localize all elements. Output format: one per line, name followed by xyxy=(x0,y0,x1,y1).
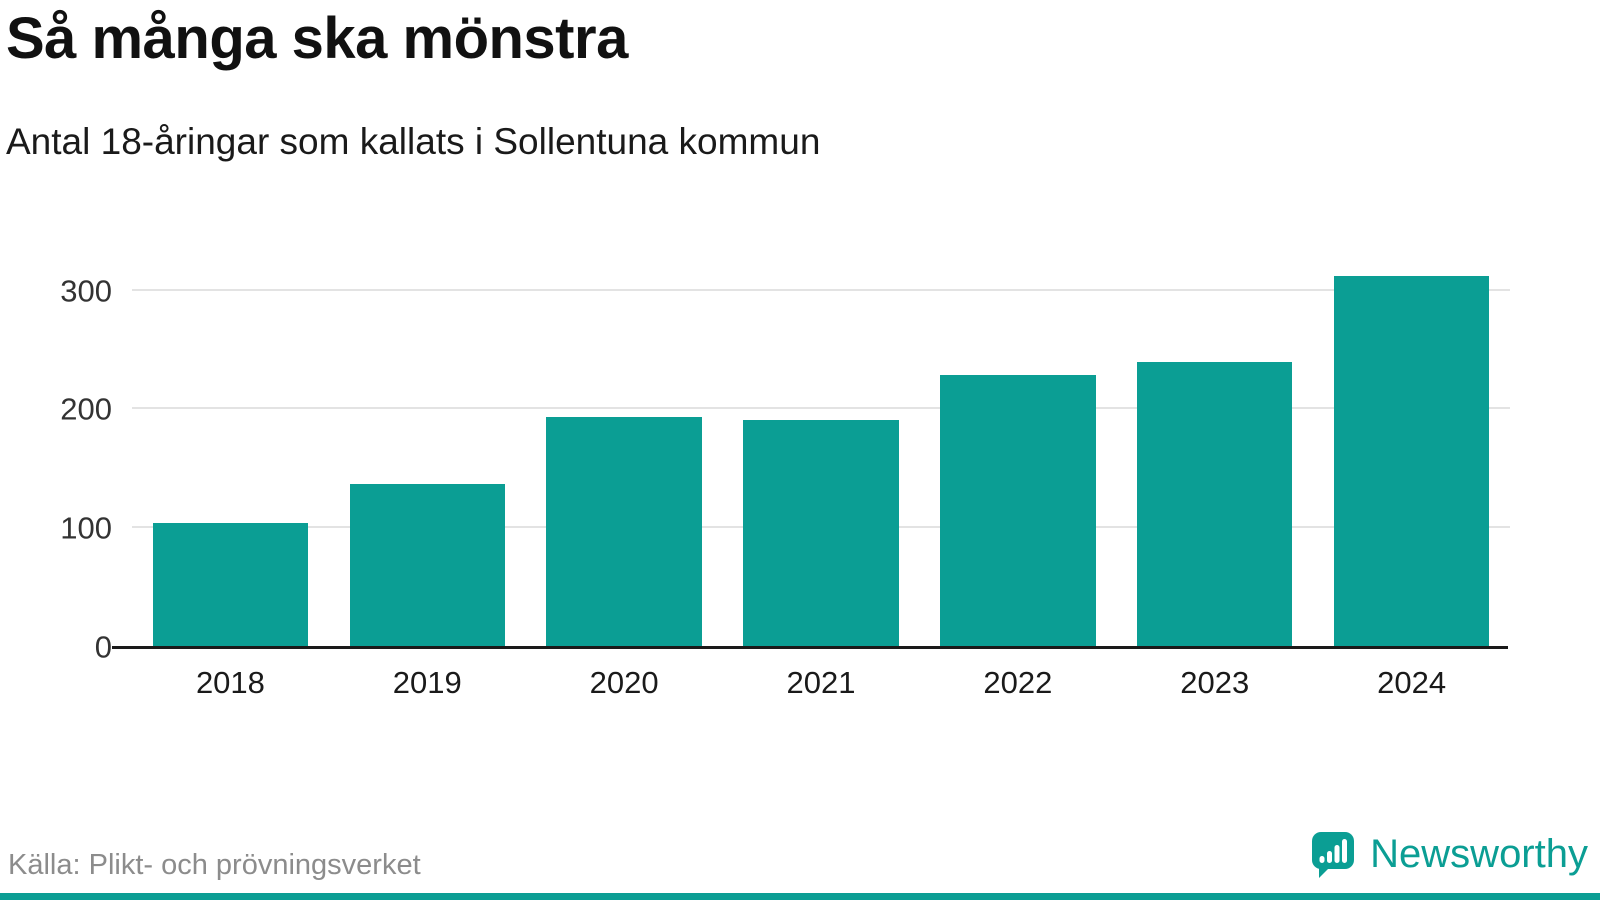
gridline-200 xyxy=(132,407,1510,410)
newsworthy-logo-icon xyxy=(1312,832,1355,878)
bar-chart: 0 100 200 300 xyxy=(0,255,1600,663)
bars-container xyxy=(132,255,1510,647)
x-tick-label-2023: 2023 xyxy=(1180,665,1250,700)
bar-slot-2023 xyxy=(1116,255,1313,647)
x-tick-label-2018: 2018 xyxy=(195,665,265,700)
source-note: Källa: Plikt- och prövningsverket xyxy=(8,849,421,881)
y-tick-label-100: 100 xyxy=(60,510,112,546)
x-tick-label-2024: 2024 xyxy=(1377,665,1447,700)
bar-2019 xyxy=(349,484,506,647)
gridline-300 xyxy=(132,288,1510,291)
bottom-accent-stripe xyxy=(0,893,1600,900)
y-tick-label-200: 200 xyxy=(60,391,112,427)
bar-2024 xyxy=(1333,276,1490,647)
chart-subtitle: Antal 18-åringar som kallats i Sollentun… xyxy=(6,120,821,162)
y-axis: 0 100 200 300 xyxy=(0,255,112,662)
x-axis-line xyxy=(112,646,1508,649)
bar-slot-2021 xyxy=(723,255,920,647)
newsworthy-brand: Newsworthy xyxy=(1309,830,1588,878)
x-tick-label-2020: 2020 xyxy=(589,665,659,700)
y-tick-label-0: 0 xyxy=(94,629,112,665)
bar-slot-2018 xyxy=(132,255,329,647)
x-axis-labels: 2018 2019 2020 2021 2022 2023 2024 xyxy=(132,665,1510,701)
bar-slot-2022 xyxy=(919,255,1116,647)
bar-2021 xyxy=(743,420,899,647)
y-tick-label-300: 300 xyxy=(60,273,112,309)
bar-2018 xyxy=(152,523,309,647)
bar-slot-2020 xyxy=(526,255,723,647)
bar-2022 xyxy=(940,374,1096,647)
chart-title: Så många ska mönstra xyxy=(6,6,628,71)
newsworthy-wordmark: Newsworthy xyxy=(1370,832,1588,876)
chart-header: Så många ska mönstra Antal 18-åringar so… xyxy=(6,6,1580,163)
x-tick-label-2019: 2019 xyxy=(392,665,462,700)
bar-2023 xyxy=(1136,361,1293,647)
bar-slot-2019 xyxy=(329,255,526,647)
x-tick-label-2021: 2021 xyxy=(786,665,856,700)
bar-slot-2024 xyxy=(1313,255,1510,647)
x-tick-label-2022: 2022 xyxy=(983,665,1053,700)
plot-area xyxy=(132,255,1510,647)
bar-2020 xyxy=(546,416,702,647)
